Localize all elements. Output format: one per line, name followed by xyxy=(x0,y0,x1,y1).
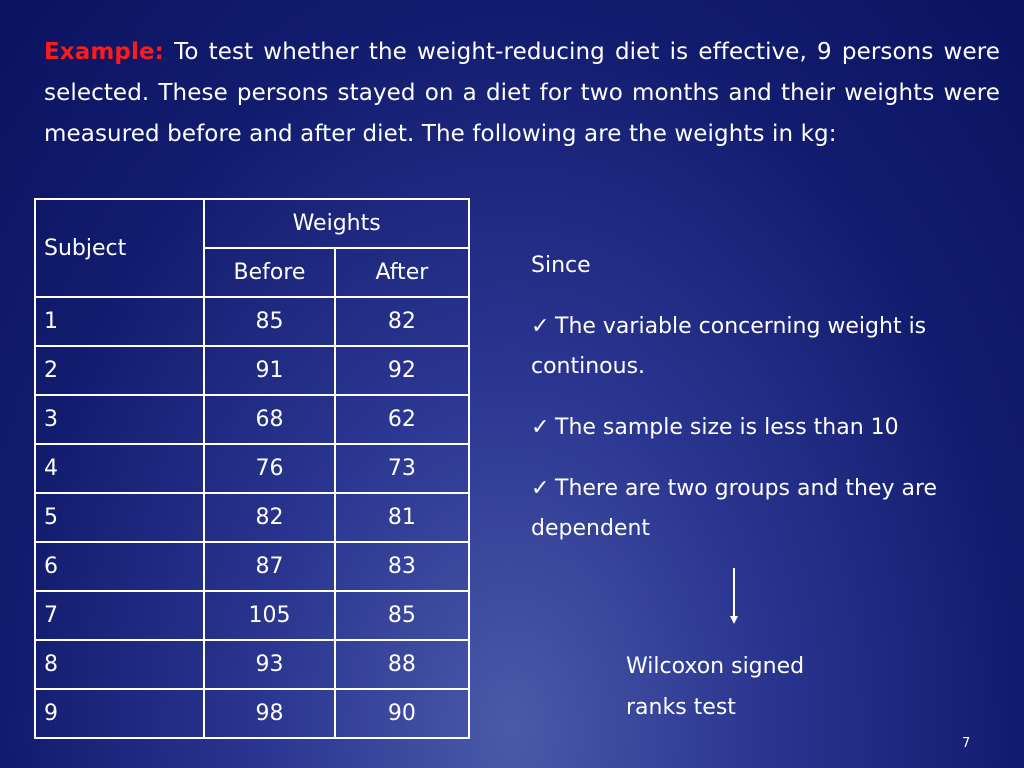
since-label: Since xyxy=(531,253,591,278)
after-cell: 92 xyxy=(333,345,471,396)
after-cell: 81 xyxy=(333,492,471,543)
reason-text: There are two groups and they are depend… xyxy=(531,476,938,541)
check-icon: ✓ xyxy=(531,415,550,440)
subheader-row: Before After xyxy=(35,247,471,298)
after-cell: 62 xyxy=(333,394,471,445)
table-row: 2 91 92 xyxy=(33,345,471,396)
subject-cell: 6 xyxy=(33,541,206,592)
subject-cell: 3 xyxy=(33,394,206,445)
check-icon: ✓ xyxy=(531,314,550,339)
subject-cell: 7 xyxy=(33,590,206,641)
before-cell: 98 xyxy=(203,688,336,739)
after-cell: 90 xyxy=(333,688,471,739)
intro-text: To test whether the weight-reducing diet… xyxy=(44,39,1000,147)
before-cell: 76 xyxy=(203,443,336,494)
check-icon: ✓ xyxy=(531,476,550,501)
conclusion-line-1: Wilcoxon signed xyxy=(626,654,805,679)
before-cell: 85 xyxy=(203,296,336,347)
reason-item: ✓ There are two groups and they are depen… xyxy=(531,469,1001,549)
conclusion-line-2: ranks test xyxy=(626,695,736,720)
before-cell: 91 xyxy=(203,345,336,396)
table-row: 9 98 90 xyxy=(33,688,471,739)
after-header: After xyxy=(333,247,471,298)
reasons-list: Since ✓ The variable concerning weight is… xyxy=(531,246,1001,570)
after-cell: 82 xyxy=(333,296,471,347)
down-arrow-icon xyxy=(730,568,738,624)
after-cell: 83 xyxy=(333,541,471,592)
table-row: 7 105 85 xyxy=(33,590,471,641)
reason-text: The sample size is less than 10 xyxy=(555,415,899,440)
subject-cell: 5 xyxy=(33,492,206,543)
reason-item: ✓ The variable concerning weight is conti… xyxy=(531,307,1001,387)
before-cell: 68 xyxy=(203,394,336,445)
before-header: Before xyxy=(203,247,336,298)
subject-cell: 8 xyxy=(33,639,206,690)
table-row: 1 85 82 xyxy=(33,296,471,347)
table-row: 6 87 83 xyxy=(33,541,471,592)
example-label: Example: xyxy=(44,39,164,65)
weights-table: Subject Weights Before After 1 85 82 2 9… xyxy=(33,198,471,739)
after-cell: 88 xyxy=(333,639,471,690)
table-row: 5 82 81 xyxy=(33,492,471,543)
after-cell: 73 xyxy=(333,443,471,494)
before-cell: 87 xyxy=(203,541,336,592)
subject-cell: 2 xyxy=(33,345,206,396)
subject-cell: 9 xyxy=(33,688,206,739)
reason-text: The variable concerning weight is contin… xyxy=(531,314,927,379)
reason-item: ✓ The sample size is less than 10 xyxy=(531,408,1001,448)
before-cell: 82 xyxy=(203,492,336,543)
before-cell: 93 xyxy=(203,639,336,690)
table-row: 4 76 73 xyxy=(33,443,471,494)
header-row: Subject Weights xyxy=(33,198,470,298)
table-row: 8 93 88 xyxy=(33,639,471,690)
conclusion-text: Wilcoxon signed ranks test xyxy=(626,646,804,728)
slide-number: 7 xyxy=(962,736,971,751)
subject-header: Subject xyxy=(33,198,206,298)
table-row: 3 68 62 xyxy=(33,394,471,445)
intro-paragraph: Example: To test whether the weight-redu… xyxy=(44,32,1000,155)
weights-header: Weights xyxy=(203,198,470,249)
subject-cell: 4 xyxy=(33,443,206,494)
after-cell: 85 xyxy=(333,590,471,641)
subject-cell: 1 xyxy=(33,296,206,347)
before-cell: 105 xyxy=(203,590,336,641)
